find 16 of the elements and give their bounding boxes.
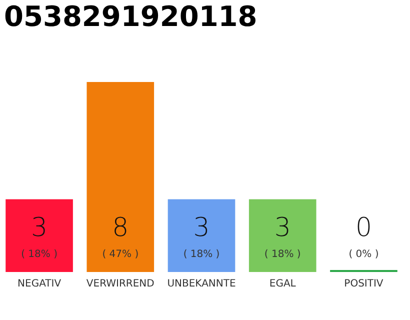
annotation: 3	[274, 213, 291, 243]
x-tick-label: VERWIRREND	[86, 278, 155, 290]
data-label: ( 0% )	[348, 249, 379, 260]
data-label: ( 18% )	[264, 249, 301, 260]
annotation: 3	[31, 213, 48, 243]
annotation: 3	[193, 213, 210, 243]
x-tick-label: NEGATIV	[18, 278, 62, 290]
x-tick-label: POSITIV	[344, 278, 384, 290]
chart-title: 0538291920118	[4, 0, 258, 33]
annotation: 0	[355, 213, 372, 243]
data-label: ( 47% )	[102, 249, 139, 260]
x-tick-label: EGAL	[269, 278, 296, 290]
data-label: ( 18% )	[21, 249, 58, 260]
annotation: 8	[112, 213, 129, 243]
data-label: ( 18% )	[183, 249, 220, 260]
x-tick-label: UNBEKANNTE	[167, 278, 236, 290]
